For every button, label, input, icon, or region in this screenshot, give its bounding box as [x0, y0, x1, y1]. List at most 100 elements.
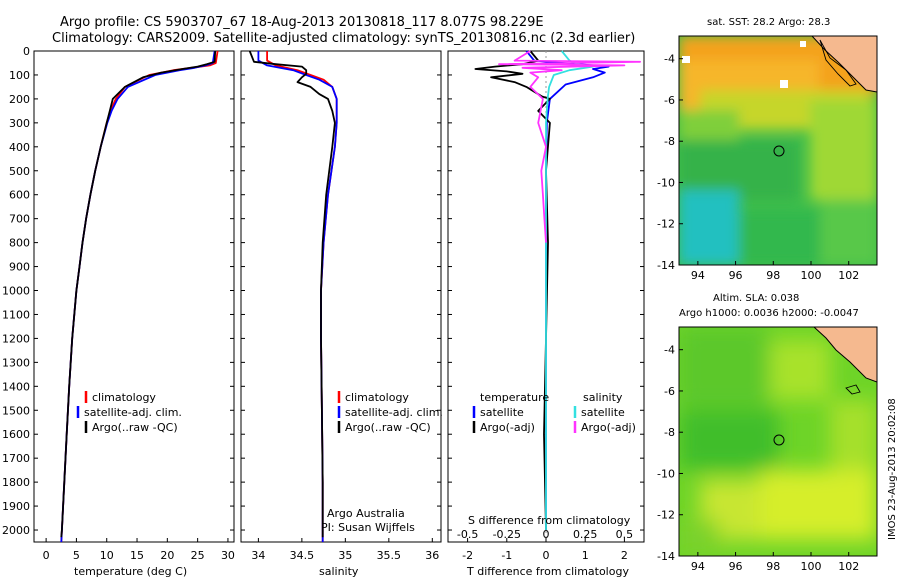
map-x-tick-label: 96: [729, 269, 743, 282]
difference-plot: [474, 50, 641, 542]
difference-top-label: S difference from climatology: [468, 514, 631, 527]
depth-tick-label: 800: [9, 237, 30, 250]
depth-tick-label: 1900: [2, 500, 30, 513]
x-tick-label: 20: [160, 549, 174, 562]
x-tick-label: 0: [543, 549, 550, 562]
difference-legend: temperature satellite Argo(-adj) salinit…: [472, 391, 636, 434]
legend-temperature-header: temperature: [480, 391, 549, 404]
difference-panel: -2 -1 0 1 2 -0.5 -0.25 0 0.25 0.5 S difference f…: [447, 50, 645, 578]
x-tick-label: 2: [621, 549, 628, 562]
land: [812, 36, 877, 92]
series-line-temperature-argo-adj-: [474, 50, 551, 531]
argo-float-marker: [773, 434, 785, 446]
legend-satellite: satellite-adj. clim.: [84, 406, 182, 419]
legend-argo: Argo(..raw -QC): [345, 421, 431, 434]
map-x-tick-label: 102: [838, 269, 859, 282]
depth-tick-label: 1600: [2, 428, 30, 441]
series-line-salinity-argo-adj-: [498, 50, 641, 243]
depth-tick-label: 1200: [2, 332, 30, 345]
map-x-tick-label: 100: [801, 269, 822, 282]
x-top-tick-label: 0.5: [616, 528, 634, 541]
x-tick-label: -1: [501, 549, 512, 562]
land: [814, 327, 877, 382]
temperature-legend: climatology satellite-adj. clim. Argo(..…: [76, 391, 182, 434]
legend-climatology: climatology: [345, 391, 409, 404]
difference-x-label: T difference from climatology: [466, 565, 629, 578]
argo-float-marker: [773, 145, 785, 157]
depth-tick-label: 200: [9, 93, 30, 106]
map-x-tick-label: 102: [838, 560, 859, 573]
salinity-x-axis: 34 34.5 35 35.5 36: [251, 538, 439, 562]
sst-map-frame: [678, 35, 878, 266]
x-top-tick-label: -0.25: [493, 528, 521, 541]
depth-tick-label: 2000: [2, 524, 30, 537]
sla-map-title-line2: Argo h1000: 0.0036 h2000: -0.0047: [679, 308, 859, 319]
depth-tick-label: 600: [9, 189, 30, 202]
series-line-argo-raw-qc-: [60, 50, 217, 538]
legend-sal-argo: Argo(-adj): [581, 421, 636, 434]
legend-satellite: satellite-adj. clim.: [345, 406, 443, 419]
map-y-tick-label: -12: [657, 218, 675, 231]
x-tick-label: 34.5: [290, 549, 315, 562]
missing-data-cell: [682, 56, 690, 63]
map-y-tick-label: -12: [657, 509, 675, 522]
sst-map-title: sat. SST: 28.2 Argo: 28.3: [707, 17, 830, 28]
x-tick-label: 10: [100, 549, 114, 562]
legend-temp-argo: Argo(-adj): [480, 421, 535, 434]
series-line-salinity-satellite: [545, 50, 594, 530]
temperature-x-axis: 0 5 10 15 20 25 30: [43, 538, 235, 562]
x-tick-label: 1: [582, 549, 589, 562]
sla-map: Altim. SLA: 0.038 Argo h1000: 0.0036 h20…: [657, 293, 878, 573]
figure-title-line2: Climatology: CARS2009. Satellite-adjuste…: [52, 31, 635, 46]
salinity-x-label: salinity: [319, 565, 359, 578]
map-y-tick-label: -8: [664, 426, 675, 439]
x-top-tick-label: -0.5: [457, 528, 478, 541]
temperature-x-label: temperature (deg C): [74, 565, 187, 578]
depth-tick-label: 300: [9, 117, 30, 130]
temperature-panel: 0 5 10 15 20 25 30 temperature (deg C) climato…: [33, 50, 235, 578]
x-tick-label: 25: [191, 549, 205, 562]
x-tick-label: 35: [338, 549, 352, 562]
depth-axis: 0 100 200 300 400 500 600 700 800 900 1000 1100 1200…: [2, 45, 644, 537]
series-line-climatology: [60, 50, 219, 543]
salinity-panel-frame: [240, 50, 442, 543]
legend-temp-satellite: satellite: [480, 406, 524, 419]
x-tick-label: 30: [221, 549, 235, 562]
map-x-tick-label: 100: [801, 560, 822, 573]
salinity-legend: climatology satellite-adj. clim. Argo(..…: [337, 391, 443, 434]
x-tick-label: 0: [43, 549, 50, 562]
salinity-plot: [248, 50, 338, 542]
x-tick-label: -2: [462, 549, 473, 562]
sla-map-title-line1: Altim. SLA: 0.038: [713, 293, 799, 304]
depth-tick-label: 1500: [2, 404, 30, 417]
temperature-panel-frame: [33, 50, 235, 543]
difference-x-axis: -2 -1 0 1 2: [462, 538, 628, 562]
x-tick-label: 36: [425, 549, 439, 562]
map-y-tick-label: -4: [664, 344, 675, 357]
series-line-satellite-adj-clim-: [60, 50, 216, 543]
map-y-tick-label: -4: [664, 53, 675, 66]
x-top-tick-label: 0.25: [573, 528, 598, 541]
map-x-tick-label: 98: [766, 560, 780, 573]
depth-tick-label: 500: [9, 165, 30, 178]
map-x-tick-label: 94: [691, 269, 705, 282]
map-y-tick-label: -8: [664, 135, 675, 148]
sla-map-axes: 94 96 98 100 102 -4 -6 -8 -10 -12 -14: [657, 344, 859, 573]
depth-tick-label: 0: [23, 45, 30, 58]
legend-climatology: climatology: [92, 391, 156, 404]
x-tick-label: 5: [73, 549, 80, 562]
map-x-tick-label: 94: [691, 560, 705, 573]
imos-timestamp-label: IMOS 23-Aug-2013 20:02:08: [887, 398, 898, 540]
coastline: [813, 327, 877, 383]
series-line-climatology: [266, 51, 338, 542]
map-y-tick-label: -6: [664, 94, 675, 107]
owner-annotation-line2: PI: Susan Wijffels: [321, 521, 415, 534]
map-x-tick-label: 98: [766, 269, 780, 282]
depth-tick-label: 1300: [2, 356, 30, 369]
x-tick-label: 34: [251, 549, 265, 562]
legend-sal-satellite: satellite: [581, 406, 625, 419]
salinity-panel: 34 34.5 35 35.5 36 salinity climatology sate…: [240, 50, 443, 578]
x-top-tick-label: 0: [543, 528, 550, 541]
x-tick-label: 35.5: [377, 549, 402, 562]
